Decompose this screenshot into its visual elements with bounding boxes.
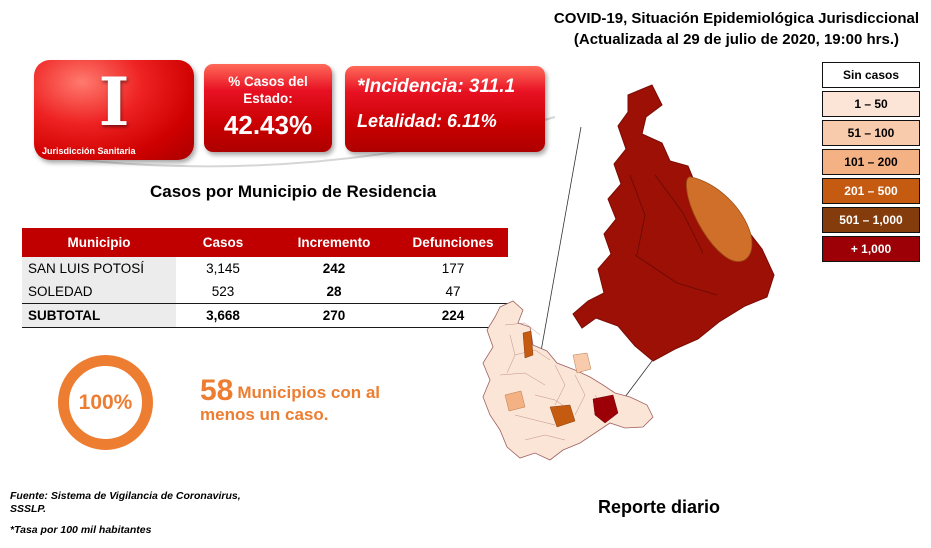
- incremento-cell: 242: [322, 261, 346, 276]
- legend-item: 201 – 500: [822, 178, 920, 204]
- municipality-highlight-orange: [549, 404, 576, 428]
- incremento-cell: 270: [270, 303, 398, 328]
- municipio-table: Municipio Casos Incremento Defunciones SAN …: [22, 228, 508, 328]
- legend-item: 101 – 200: [822, 149, 920, 175]
- casos-cell: 3,668: [176, 303, 270, 328]
- legend-item: Sin casos: [822, 62, 920, 88]
- state-municipal-borders: [499, 322, 606, 441]
- table-row: SAN LUIS POTOSÍ 3,145 242 177: [22, 257, 508, 280]
- municipio-table-body: SAN LUIS POTOSÍ 3,145 242 177 SOLEDAD 523 28 47…: [22, 257, 508, 328]
- table-row: SUBTOTAL 3,668 270 224: [22, 303, 508, 328]
- table-header-cell: Municipio: [22, 228, 176, 257]
- defunciones-cell: 224: [398, 303, 508, 328]
- municipio-cell: SAN LUIS POTOSÍ: [22, 257, 176, 280]
- coverage-caption: Municipios con al menos un caso.: [200, 383, 380, 424]
- jurisdiction-label: Jurisdicción Sanitaria: [42, 146, 136, 156]
- zoom-internal-borders: [629, 174, 718, 296]
- table-header-row: Municipio Casos Incremento Defunciones: [22, 228, 508, 257]
- jurisdiction-badge: I Jurisdicción Sanitaria: [34, 60, 194, 160]
- municipality-highlight-light: [572, 352, 592, 374]
- source-line1: Fuente: Sistema de Vigilancia de Coronav…: [10, 490, 241, 502]
- defunciones-cell: 177: [441, 261, 465, 276]
- municipality-highlight-orange-strip: [522, 330, 534, 359]
- incidence-value: *Incidencia: 311.1: [357, 76, 516, 97]
- table-header-cell: Casos: [176, 228, 270, 257]
- coverage-text: 58 Municipios con al menos un caso.: [200, 376, 385, 426]
- jurisdiction-region-zoom: [572, 84, 775, 362]
- municipality-highlight-medium: [504, 390, 526, 412]
- legend-item: + 1,000: [822, 236, 920, 262]
- connector-lines: [534, 126, 653, 418]
- legend-item: 501 – 1,000: [822, 207, 920, 233]
- municipio-cell: SUBTOTAL: [22, 303, 176, 328]
- state-cases-value: 42.43%: [223, 110, 313, 140]
- legend-item: 1 – 50: [822, 91, 920, 117]
- table-header-cell: Defunciones: [398, 228, 508, 257]
- incidence-box: *Incidencia: 311.1 Letalidad: 6.11%: [345, 66, 545, 152]
- casos-cell: 523: [211, 284, 235, 299]
- state-map-outline: [482, 300, 654, 461]
- page-title-line2: (Actualizada al 29 de julio de 2020, 19:…: [573, 31, 900, 48]
- report-type-label: Reporte diario: [598, 497, 721, 517]
- defunciones-cell: 47: [445, 284, 461, 299]
- orange-subregion: [686, 176, 753, 262]
- table-row: SOLEDAD 523 28 47: [22, 280, 508, 304]
- coverage-count: 58: [200, 374, 234, 407]
- state-cases-label: % Casos del Estado:: [228, 74, 308, 106]
- section-title: Casos por Municipio de Residencia: [150, 182, 437, 201]
- legend-item: 51 – 100: [822, 120, 920, 146]
- legend: Sin casos 1 – 50 51 – 100 101 – 200 201 – 50…: [822, 62, 920, 265]
- source-note: Fuente: Sistema de Vigilancia de Coronav…: [10, 490, 241, 537]
- table-header-cell: Incremento: [270, 228, 398, 257]
- incremento-cell: 28: [326, 284, 342, 299]
- state-cases-box: % Casos del Estado: 42.43%: [204, 64, 332, 152]
- municipio-cell: SOLEDAD: [22, 280, 176, 304]
- casos-cell: 3,145: [206, 261, 240, 276]
- jurisdiction-numeral: I: [98, 63, 130, 141]
- municipio-table-head: Municipio Casos Incremento Defunciones: [22, 228, 508, 257]
- page-title: COVID-19, Situación Epidemiológica Juris…: [554, 8, 919, 50]
- page-title-line1: COVID-19, Situación Epidemiológica Juris…: [553, 10, 919, 27]
- lethality-value: Letalidad: 6.11%: [357, 111, 497, 131]
- source-line2: SSSLP.: [10, 503, 46, 515]
- coverage-percent: 100%: [78, 390, 133, 414]
- rate-note: *Tasa por 100 mil habitantes: [10, 524, 152, 536]
- municipality-highlight-darkred: [592, 394, 619, 424]
- coverage-donut: 100%: [58, 355, 153, 450]
